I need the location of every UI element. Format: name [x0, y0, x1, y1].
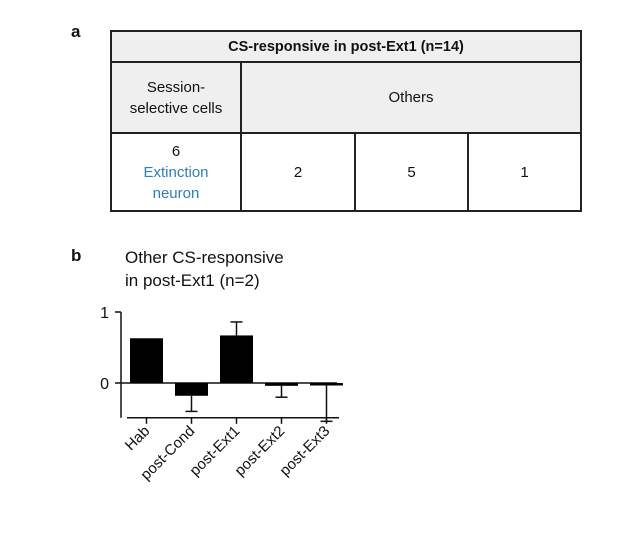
- y-tick-label: 0: [100, 376, 109, 393]
- x-tick-label: Hab: [122, 423, 153, 454]
- extinction-count: 6: [171, 142, 181, 160]
- others-count-cell-3: 1: [469, 134, 580, 210]
- others-header-cell: Others: [242, 63, 580, 134]
- chart-title-line1: Other CS-responsive: [125, 248, 284, 267]
- bar: [265, 383, 298, 386]
- others-count-2: 5: [407, 163, 416, 181]
- chart-title: Other CS-responsive in post-Ext1 (n=2): [125, 246, 284, 292]
- cs-responsive-table: CS-responsive in post-Ext1 (n=14) Sessio…: [110, 30, 582, 212]
- others-label: Others: [388, 89, 434, 106]
- bar: [310, 383, 343, 386]
- session-selective-label-line1: Session-: [146, 78, 206, 96]
- extinction-label-line1: Extinction: [143, 163, 209, 181]
- others-count-1: 2: [293, 163, 303, 181]
- session-selective-header-cell: Session- selective cells: [112, 63, 242, 134]
- panel-letter-b: b: [71, 246, 82, 265]
- bar: [220, 335, 253, 383]
- chart-title-line2: in post-Ext1 (n=2): [125, 271, 260, 290]
- table-header: CS-responsive in post-Ext1 (n=14): [112, 32, 580, 63]
- extinction-label-line2: neuron: [152, 184, 200, 202]
- extinction-cell: 6 Extinction neuron: [112, 134, 242, 210]
- bar: [175, 383, 208, 396]
- y-tick-label: 1: [100, 305, 109, 322]
- bar: [130, 338, 163, 383]
- others-count-3: 1: [520, 163, 529, 181]
- others-count-cell-1: 2: [242, 134, 356, 210]
- panel-letter-a: a: [71, 22, 81, 41]
- others-count-cell-2: 5: [356, 134, 469, 210]
- x-tick-label: post-Ext3: [276, 423, 333, 480]
- session-selective-label-line2: selective cells: [129, 99, 223, 117]
